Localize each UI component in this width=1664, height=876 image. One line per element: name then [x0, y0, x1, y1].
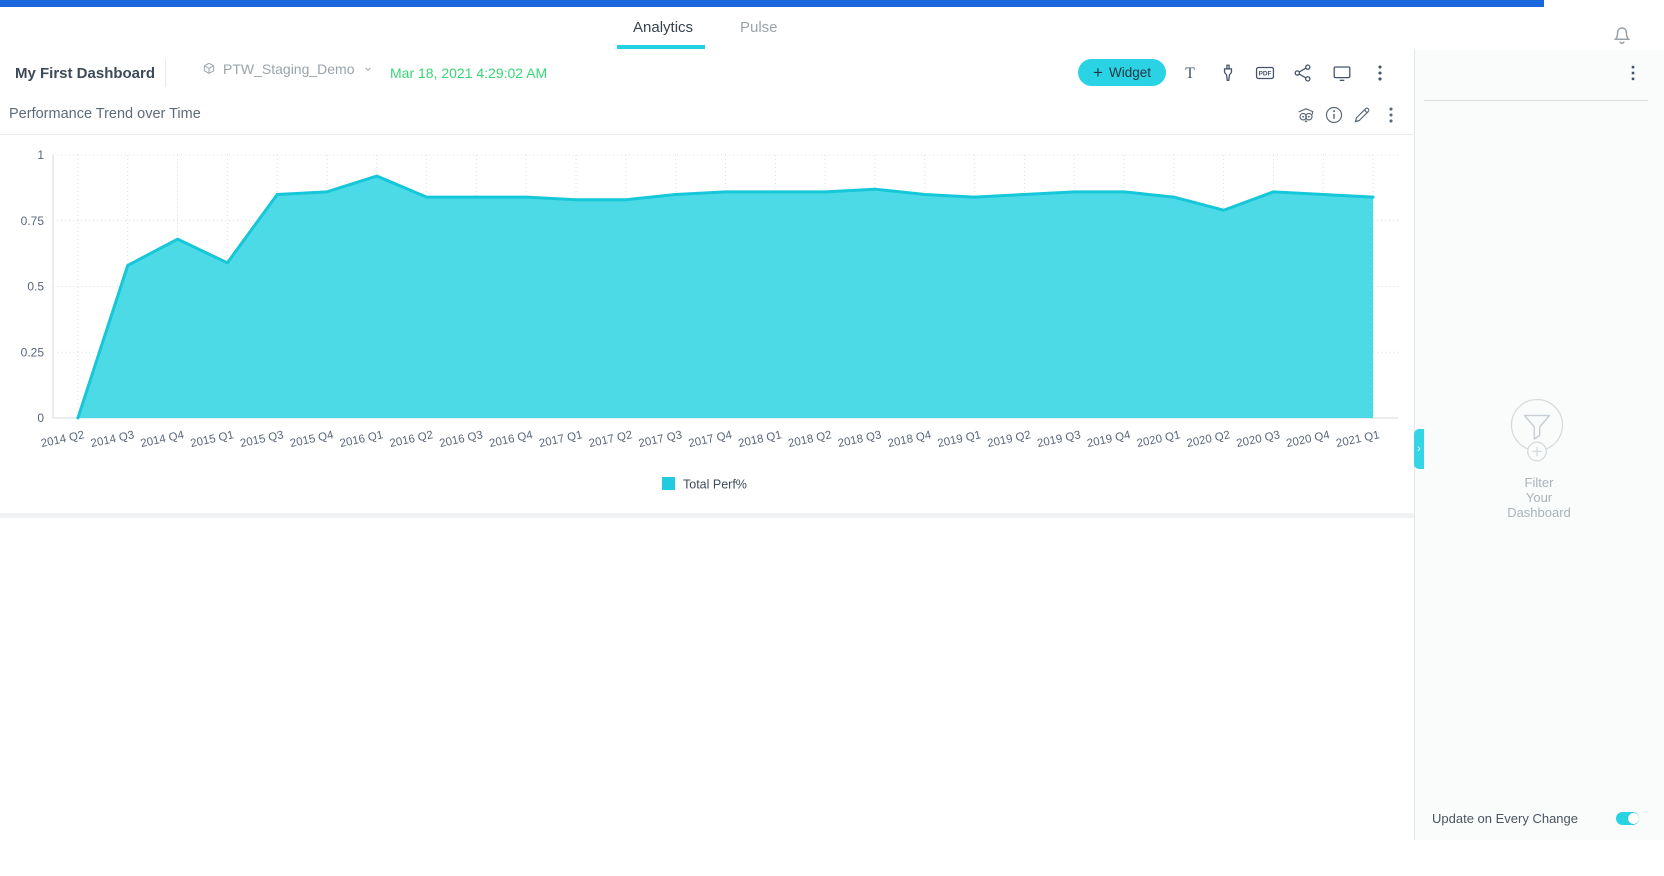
svg-text:2021 Q1: 2021 Q1	[1335, 429, 1381, 450]
svg-text:2019 Q1: 2019 Q1	[937, 429, 983, 450]
insights-owl-icon[interactable]	[1295, 104, 1317, 126]
filter-empty-state[interactable]: Filter Your Dashboard	[1414, 398, 1664, 520]
svg-text:2018 Q3: 2018 Q3	[837, 429, 883, 450]
filter-empty-line: Dashboard	[1507, 505, 1571, 520]
svg-text:2016 Q2: 2016 Q2	[389, 429, 435, 450]
add-widget-label: Widget	[1108, 65, 1151, 80]
edit-pencil-icon[interactable]	[1351, 104, 1373, 126]
add-widget-button[interactable]: + Widget	[1078, 59, 1166, 86]
svg-text:2017 Q4: 2017 Q4	[687, 429, 733, 450]
update-on-change-label: Update on Every Change	[1432, 811, 1578, 826]
svg-text:2019 Q3: 2019 Q3	[1036, 429, 1082, 450]
svg-text:2016 Q3: 2016 Q3	[438, 429, 484, 450]
widget-bottom-separator	[0, 513, 1414, 518]
dashboard-title: My First Dashboard	[15, 65, 156, 82]
svg-text:2015 Q3: 2015 Q3	[239, 429, 285, 450]
dashboard-header: My First Dashboard PTW_Staging_Demo Mar …	[0, 50, 1414, 97]
filter-empty-line: Filter	[1524, 475, 1554, 490]
svg-text:2020 Q4: 2020 Q4	[1285, 429, 1331, 450]
toggle-knob	[1628, 813, 1639, 824]
more-options-icon[interactable]	[1369, 62, 1391, 84]
design-brush-icon[interactable]	[1217, 62, 1239, 84]
top-navbar: Analytics Pulse	[0, 7, 1664, 51]
tab-pulse[interactable]: Pulse	[740, 19, 778, 36]
widget-header: Performance Trend over Time	[0, 96, 1414, 135]
filter-panel-more-options-icon[interactable]	[1622, 62, 1644, 84]
datasource-name: PTW_Staging_Demo	[223, 61, 355, 77]
plus-icon: +	[1093, 63, 1103, 82]
data-cube-icon	[203, 62, 215, 74]
filter-panel-separator	[1424, 100, 1648, 101]
svg-text:2014 Q4: 2014 Q4	[140, 429, 186, 450]
svg-text:Total Perf%: Total Perf%	[683, 478, 747, 492]
svg-text:0.25: 0.25	[21, 345, 45, 359]
datasource-selector[interactable]: PTW_Staging_Demo	[201, 61, 375, 77]
update-on-change-row: Update on Every Change	[1414, 806, 1664, 832]
filter-empty-line: Your	[1525, 490, 1553, 505]
pdf-export-icon[interactable]: PDF	[1254, 62, 1276, 84]
svg-text:PDF: PDF	[1259, 71, 1272, 78]
svg-text:0.5: 0.5	[27, 280, 44, 294]
filter-funnel-icon	[1510, 398, 1564, 462]
top-loading-bar	[0, 0, 1544, 7]
svg-text:2018 Q4: 2018 Q4	[887, 429, 933, 450]
notifications-bell-icon[interactable]	[1610, 24, 1634, 48]
svg-text:0.75: 0.75	[21, 214, 45, 228]
last-refresh-timestamp: Mar 18, 2021 4:29:02 AM	[390, 65, 548, 81]
widget-title: Performance Trend over Time	[9, 106, 201, 122]
svg-text:2020 Q3: 2020 Q3	[1235, 429, 1281, 450]
svg-text:2015 Q4: 2015 Q4	[289, 429, 335, 450]
tab-analytics[interactable]: Analytics	[633, 19, 694, 36]
svg-text:2020 Q2: 2020 Q2	[1186, 429, 1232, 450]
text-widget-icon[interactable]: T	[1179, 62, 1201, 84]
svg-text:2017 Q2: 2017 Q2	[588, 429, 634, 450]
svg-text:2014 Q3: 2014 Q3	[90, 429, 136, 450]
svg-text:2019 Q2: 2019 Q2	[986, 429, 1032, 450]
svg-text:T: T	[1185, 65, 1195, 82]
present-monitor-icon[interactable]	[1331, 62, 1353, 84]
active-tab-underline	[617, 45, 705, 49]
svg-text:2014 Q2: 2014 Q2	[40, 429, 86, 450]
svg-text:2018 Q2: 2018 Q2	[787, 429, 833, 450]
chevron-right-icon: ›	[1417, 443, 1421, 455]
svg-text:2018 Q1: 2018 Q1	[737, 429, 783, 450]
svg-text:2019 Q4: 2019 Q4	[1086, 429, 1132, 450]
svg-text:2015 Q1: 2015 Q1	[189, 429, 235, 450]
legend-item-total-perf[interactable]: Total Perf%	[662, 477, 747, 492]
svg-text:2016 Q4: 2016 Q4	[488, 429, 534, 450]
widget-more-options-icon[interactable]	[1380, 104, 1402, 126]
share-icon[interactable]	[1292, 62, 1314, 84]
chevron-down-icon	[364, 67, 371, 72]
header-divider	[165, 59, 166, 87]
svg-text:0: 0	[37, 411, 44, 425]
svg-text:2020 Q1: 2020 Q1	[1136, 429, 1182, 450]
filter-panel-collapse-handle[interactable]: ›	[1414, 429, 1424, 469]
update-on-change-toggle[interactable]	[1616, 812, 1639, 825]
chart-container: 0 0.25 0.5 0.75 1 2014 Q2 2014 Q3 2014 Q4 2015 Q…	[0, 134, 1414, 513]
info-icon[interactable]	[1323, 104, 1345, 126]
svg-text:2017 Q1: 2017 Q1	[538, 429, 584, 450]
svg-text:2016 Q1: 2016 Q1	[339, 429, 385, 450]
svg-text:1: 1	[37, 148, 44, 162]
svg-text:2017 Q3: 2017 Q3	[638, 429, 684, 450]
